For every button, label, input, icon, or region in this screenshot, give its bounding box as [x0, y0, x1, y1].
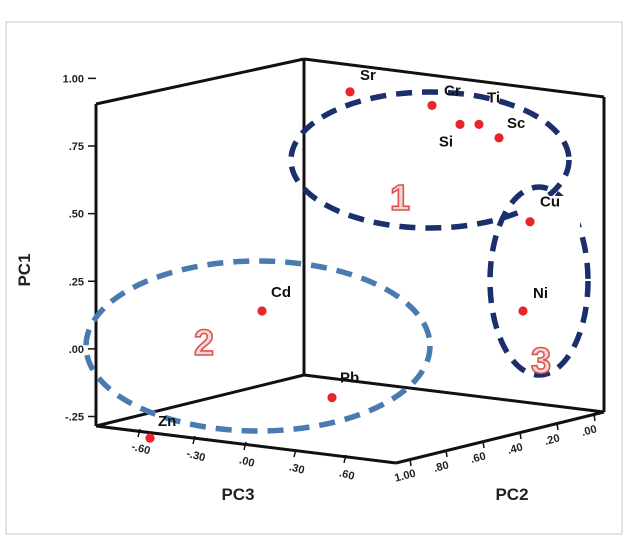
cluster-1-label: 1	[390, 177, 410, 218]
pc3-tick-label: -.60	[130, 441, 151, 458]
pc1-axis-ticks: 1.00 .75 .50 .25 .00 -.25	[63, 73, 96, 424]
pc3-tick-label: .60	[338, 467, 356, 483]
data-point-cu	[525, 217, 535, 227]
cluster-outlines	[83, 89, 591, 434]
pc3-tick-mark	[192, 435, 196, 445]
box-edge-floor-back	[303, 373, 605, 414]
pc1-tick-label: 1.00	[63, 73, 84, 85]
cluster-1-outline	[288, 89, 572, 231]
pc2-tick-mark	[556, 422, 559, 431]
data-point-cr	[427, 100, 437, 111]
pc2-tick-label: .80	[432, 459, 450, 475]
cluster-3-outline	[487, 184, 591, 378]
point-label-ni: Ni	[533, 285, 548, 302]
point-label-pb: Pb	[340, 370, 359, 387]
pc2-tick-mark	[482, 440, 485, 449]
pc3-tick-mark	[137, 428, 141, 438]
plot-background	[5, 21, 623, 535]
point-label-zn: Zn	[158, 413, 176, 430]
data-point-pb	[327, 392, 337, 403]
data-point-zn	[145, 433, 155, 443]
point-label-cu: Cu	[540, 194, 560, 211]
data-points: Sr Cr Ti Si Sc Cu Ni Cd Pb Zn	[145, 67, 560, 443]
box-edge-floor-front-right	[395, 410, 605, 465]
data-point-ti	[474, 119, 484, 129]
pc3-tick-label: .00	[238, 454, 256, 470]
pc3-tick-label: .30	[288, 461, 306, 477]
pc2-tick-mark	[519, 431, 522, 440]
data-point-sc	[494, 133, 504, 143]
pc1-tick-label: .50	[69, 209, 84, 221]
point-label-sc: Sc	[507, 115, 525, 132]
data-point-si	[455, 119, 465, 129]
pc2-tick-mark	[409, 458, 412, 467]
point-label-cr: Cr	[444, 82, 461, 99]
cluster-2-outline	[83, 258, 433, 434]
pc2-tick-label: 1.00	[393, 468, 417, 485]
point-label-si: Si	[439, 133, 453, 150]
pc3-tick-mark	[343, 454, 347, 464]
data-point-sr	[345, 87, 355, 97]
pc1-tick-label: -.25	[65, 412, 84, 424]
point-label-sr: Sr	[360, 67, 376, 84]
pc2-axis-ticks: 1.00 .80 .60 .40 .20 .00	[393, 413, 598, 485]
data-point-cd	[257, 306, 267, 316]
box-edge-back-top	[95, 57, 305, 106]
point-label-ti: Ti	[487, 89, 500, 106]
pc2-tick-label: .00	[580, 423, 598, 439]
pc3-tick-mark	[243, 441, 247, 451]
pc2-tick-mark	[445, 449, 448, 458]
data-point-ni	[518, 306, 528, 316]
box-edge-floor-left	[95, 373, 305, 428]
cluster-2-label: 2	[194, 322, 214, 363]
pc1-axis-label: PC1	[15, 253, 34, 286]
pc1-tick-label: .75	[69, 141, 84, 153]
pc3-axis-label: PC3	[221, 485, 254, 504]
pc2-tick-label: .60	[469, 450, 487, 466]
box-edge-right-top	[303, 57, 605, 99]
pc3-axis-ticks: -.60 -.30 .00 .30 .60	[130, 428, 356, 483]
pc3-tick-mark	[293, 448, 297, 458]
pc2-tick-label: .40	[506, 441, 524, 457]
cluster-3-label: 3	[531, 340, 551, 381]
pc2-axis-label: PC2	[495, 485, 528, 504]
pc1-tick-label: .00	[69, 344, 84, 356]
pc3-tick-label: -.30	[185, 448, 206, 465]
pc2-tick-label: .20	[543, 432, 561, 448]
pc2-tick-mark	[593, 413, 596, 422]
pc1-tick-label: .25	[69, 276, 84, 288]
point-label-cd: Cd	[271, 284, 291, 301]
cluster-ellipse-label-gap	[522, 196, 580, 236]
